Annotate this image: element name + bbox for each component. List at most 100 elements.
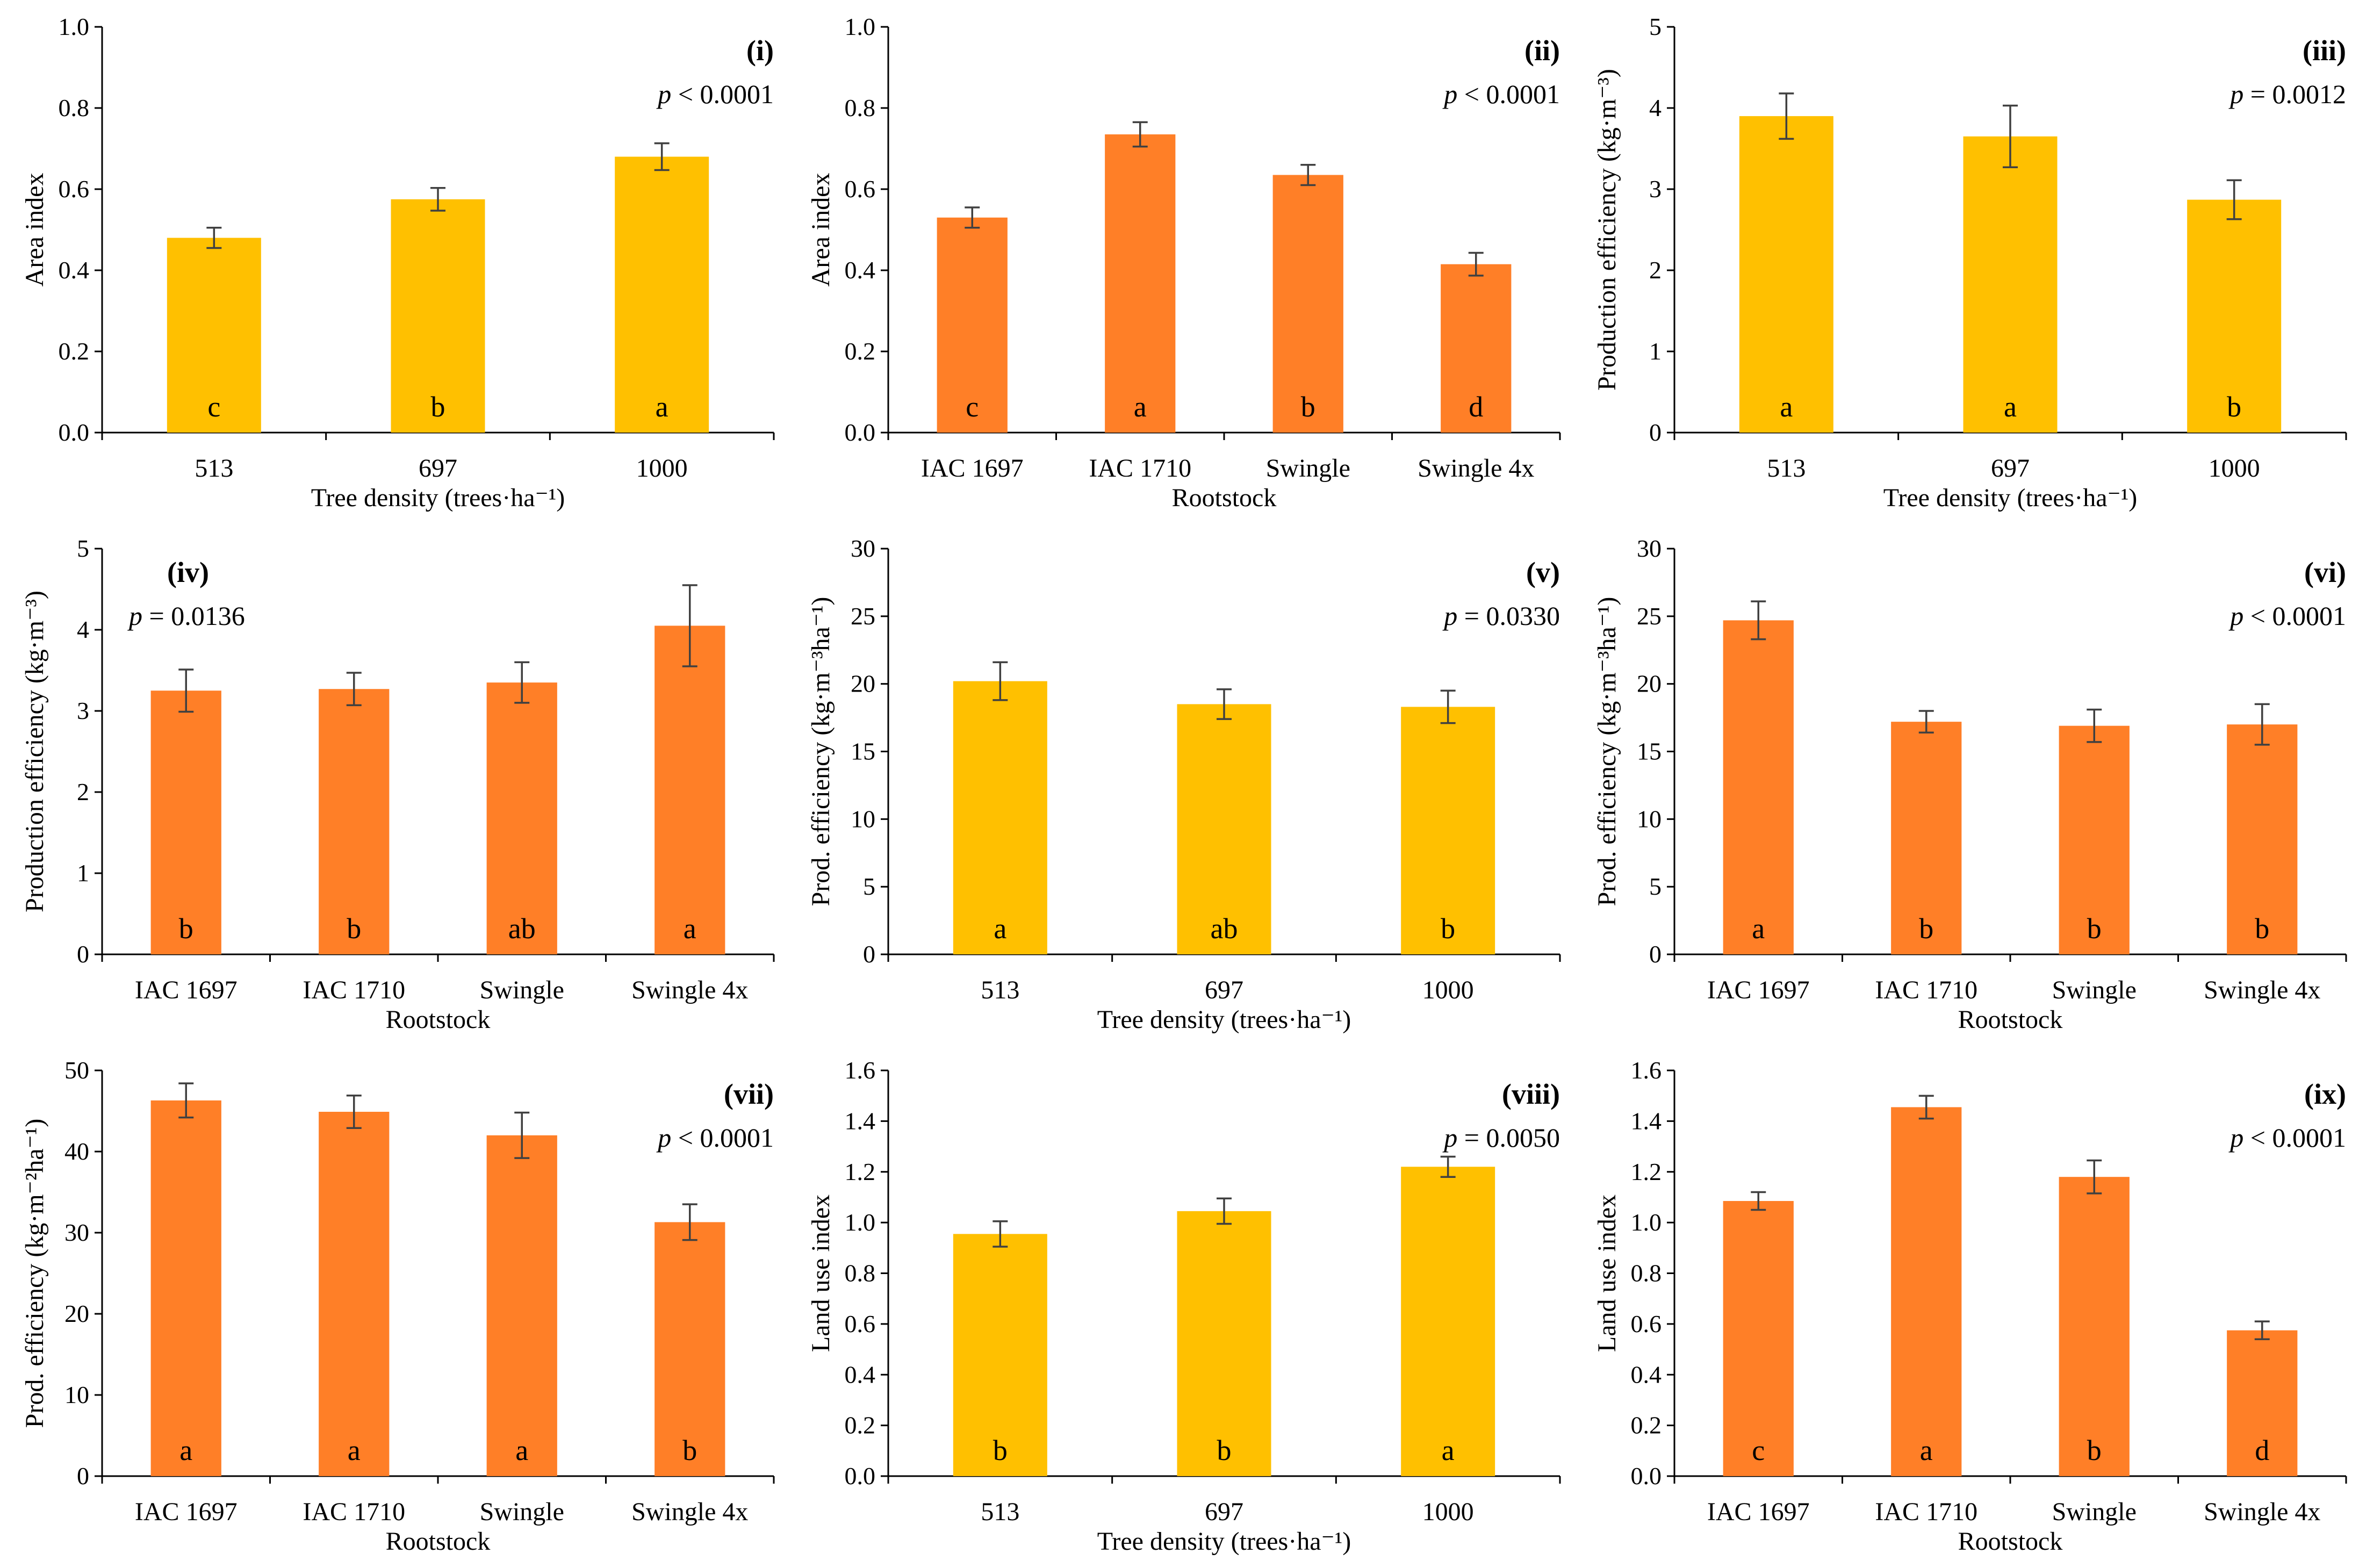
x-category-label: IAC 1710 (1089, 454, 1191, 483)
y-tick-label: 0.0 (845, 1462, 876, 1490)
p-symbol: p (2228, 601, 2243, 631)
significance-letter: b (1441, 912, 1455, 945)
significance-letter: b (1919, 912, 1933, 945)
x-category-label: Swingle 4x (2204, 1498, 2320, 1526)
significance-letter: ab (1211, 912, 1238, 945)
significance-letter: b (1301, 391, 1315, 423)
bar (937, 217, 1008, 433)
bar (2059, 725, 2130, 954)
y-tick-label: 0.2 (845, 337, 876, 365)
x-category-label: Swingle 4x (2204, 976, 2320, 1004)
y-axis-title: Production efficiency (kg·m⁻³) (1593, 69, 1621, 391)
x-category-label: 697 (1205, 976, 1243, 1004)
y-tick-label: 30 (64, 1219, 89, 1246)
y-tick-label: 1.2 (1631, 1158, 1662, 1185)
p-value: p = 0.0012 (2228, 79, 2346, 109)
bar (1963, 136, 2058, 433)
chart-svg-vi: 0 5 10 15 20 25 30 a IAC 1697 b IAC 1710 b Swingle b S… (1593, 535, 2347, 1034)
bar (2227, 1330, 2298, 1476)
y-tick-label: 0.6 (59, 175, 90, 203)
panel-label: (iv) (167, 556, 209, 588)
p-symbol: p (2228, 1123, 2243, 1153)
bar (150, 691, 221, 954)
x-axis-title: Tree density (trees·ha⁻¹) (1097, 1527, 1351, 1556)
p-value-text: = 0.0136 (142, 601, 245, 631)
p-value-text: = 0.0330 (1457, 601, 1560, 631)
bar (1177, 1211, 1271, 1476)
y-tick-label: 0.4 (59, 256, 90, 284)
significance-letter: a (684, 912, 696, 945)
significance-letter: b (347, 912, 361, 945)
y-tick-label: 1.0 (59, 13, 90, 40)
x-axis-title: Rootstock (1958, 1005, 2063, 1034)
bar (486, 682, 557, 954)
y-tick-label: 25 (851, 602, 875, 630)
p-value: p < 0.0001 (1442, 79, 1560, 109)
x-category-label: Swingle 4x (631, 1498, 748, 1526)
x-category-label: 513 (195, 454, 233, 483)
significance-letter: a (348, 1434, 361, 1466)
y-tick-label: 20 (64, 1300, 89, 1327)
x-category-label: 1000 (2209, 454, 2260, 483)
x-category-label: IAC 1710 (1875, 1498, 1977, 1526)
y-tick-label: 0.4 (845, 1361, 876, 1388)
significance-letter: b (431, 391, 445, 423)
p-symbol: p (1442, 601, 1457, 631)
chart-svg-iv: 0 1 2 3 4 5 b IAC 1697 b IAC 1710 ab Swingle a Swingl… (20, 535, 775, 1034)
bar (319, 1112, 390, 1476)
y-tick-label: 0.6 (845, 1310, 876, 1337)
x-category-label: Swingle 4x (1418, 454, 1534, 483)
chart-panel-ix: 0.0 0.2 0.4 0.6 0.8 1.0 1.2 1.4 1.6 c IAC 1697 a IAC… (1572, 1044, 2358, 1565)
x-category-label: IAC 1710 (303, 976, 405, 1004)
x-category-label: Swingle (1266, 454, 1350, 483)
y-tick-label: 0.2 (845, 1412, 876, 1439)
significance-letter: a (1920, 1434, 1933, 1466)
y-tick-label: 0.0 (59, 419, 90, 446)
significance-letter: d (1469, 391, 1483, 423)
y-tick-label: 3 (1649, 175, 1662, 203)
y-axis-title: Land use index (807, 1195, 835, 1352)
y-axis-title: Area index (807, 173, 835, 287)
significance-letter: b (682, 1434, 697, 1466)
y-tick-label: 0.8 (59, 94, 90, 121)
y-tick-label: 0 (77, 940, 89, 968)
bar (1272, 175, 1343, 433)
x-category-label: Swingle 4x (631, 976, 748, 1004)
chart-svg-i: 0.0 0.2 0.4 0.6 0.8 1.0 c 513 b 697 a 1000 Tree dens… (20, 13, 775, 512)
y-tick-label: 25 (1637, 602, 1662, 630)
significance-letter: ab (508, 912, 536, 945)
y-tick-label: 15 (1637, 738, 1662, 765)
bar (1723, 1201, 1794, 1476)
x-axis-title: Rootstock (386, 1527, 491, 1556)
y-tick-label: 0.4 (1631, 1361, 1662, 1388)
chart-svg-ix: 0.0 0.2 0.4 0.6 0.8 1.0 1.2 1.4 1.6 c IAC 1697 a IAC… (1593, 1056, 2347, 1556)
x-category-label: Swingle (480, 976, 564, 1004)
bar (2059, 1177, 2130, 1476)
y-axis-title: Prod. efficiency (kg·m⁻³ha⁻¹) (807, 597, 835, 907)
bar (1441, 264, 1512, 433)
x-category-label: 697 (419, 454, 457, 483)
y-axis-title: Prod. efficiency (kg·m⁻²ha⁻¹) (20, 1119, 49, 1428)
x-category-label: IAC 1710 (1875, 976, 1977, 1004)
panel-label: (vi) (2304, 556, 2346, 588)
chart-svg-viii: 0.0 0.2 0.4 0.6 0.8 1.0 1.2 1.4 1.6 b 513 b 697 a 1000… (807, 1056, 1561, 1556)
x-category-label: 1000 (1422, 976, 1474, 1004)
bar (167, 238, 261, 433)
y-axis-title: Land use index (1593, 1195, 1621, 1352)
x-category-label: 697 (1205, 1498, 1243, 1526)
significance-letter: a (179, 1434, 192, 1466)
significance-letter: a (994, 912, 1006, 945)
bar (655, 625, 725, 954)
panel-label: (iii) (2303, 34, 2346, 67)
chart-panel-iv: 0 1 2 3 4 5 b IAC 1697 b IAC 1710 ab Swingle a Swingl… (0, 522, 786, 1044)
significance-letter: d (2255, 1434, 2269, 1466)
significance-letter: a (1442, 1434, 1455, 1466)
p-value: p = 0.0330 (1442, 601, 1560, 631)
y-tick-label: 1.0 (1631, 1209, 1662, 1236)
bar (1105, 134, 1176, 433)
panel-label: (vii) (724, 1078, 774, 1110)
y-tick-label: 0.4 (845, 256, 876, 284)
significance-letter: b (993, 1434, 1008, 1466)
p-value: p = 0.0136 (127, 601, 245, 631)
p-value-text: < 0.0001 (2243, 1123, 2346, 1153)
